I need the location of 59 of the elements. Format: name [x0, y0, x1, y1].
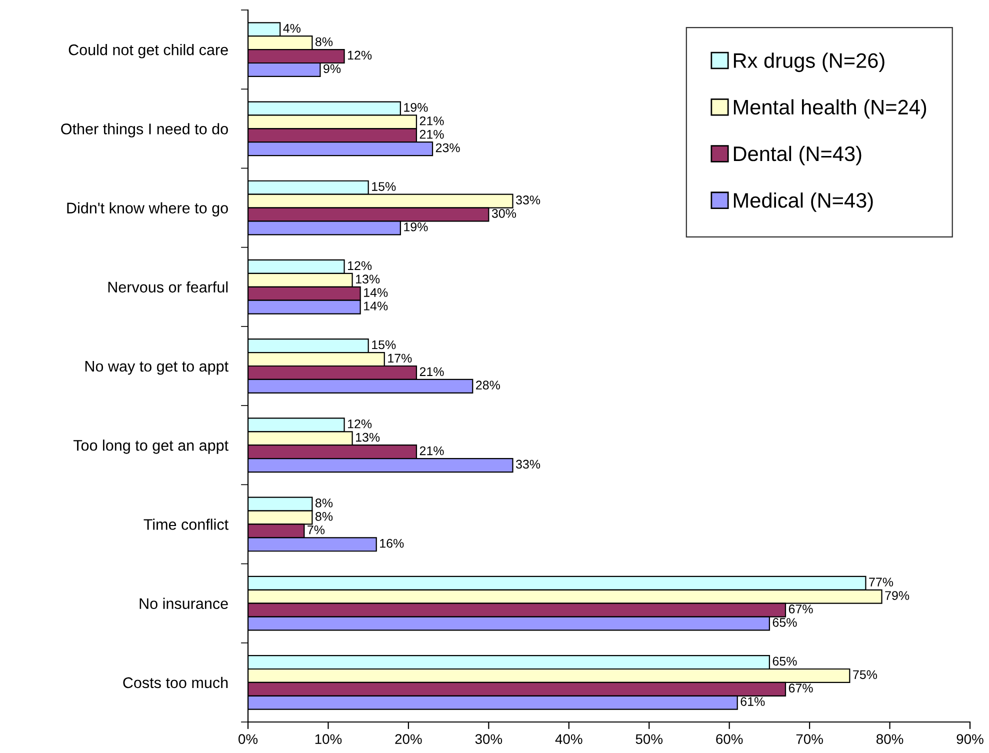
data-label: 75%: [853, 670, 878, 680]
y-tick-label: No insurance: [140, 598, 228, 610]
x-tick-label: 50%: [636, 734, 663, 744]
legend-label: Dental (N=43): [734, 146, 862, 166]
data-label: 61%: [740, 697, 765, 706]
data-label: 21%: [420, 130, 444, 139]
y-tick-label: Other things I need to do: [61, 123, 228, 138]
data-label: 8%: [316, 512, 333, 521]
data-label: 21%: [420, 446, 444, 456]
data-label: 12%: [348, 419, 372, 428]
data-label: 7%: [308, 526, 325, 534]
data-label: 79%: [885, 591, 910, 600]
data-label: 67%: [788, 684, 813, 693]
data-label: 15%: [372, 340, 396, 350]
data-label: 67%: [788, 604, 813, 614]
data-label: 4%: [283, 24, 300, 33]
data-label: 65%: [772, 656, 797, 666]
data-label: 33%: [516, 196, 540, 204]
data-label: 33%: [516, 460, 540, 469]
data-label: 14%: [364, 288, 388, 297]
data-label: 17%: [388, 354, 412, 363]
x-tick-label: 40%: [555, 734, 582, 744]
data-label: 77%: [869, 578, 894, 586]
data-label: 8%: [316, 498, 333, 508]
x-tick-label: 30%: [475, 734, 502, 744]
x-tick-label: 10%: [315, 734, 342, 744]
y-tick-label: Too long to get an appt: [73, 440, 228, 454]
data-label: 8%: [316, 37, 333, 46]
x-tick-label: 0%: [238, 734, 258, 744]
data-label: 14%: [364, 302, 388, 310]
x-tick-label: 90%: [956, 734, 984, 744]
y-tick-label: No way to get to appt: [85, 361, 228, 375]
data-label: 12%: [348, 50, 372, 60]
x-tick-label: 80%: [876, 734, 904, 744]
data-label: 16%: [380, 538, 404, 548]
data-label: 9%: [324, 64, 341, 74]
legend-label: Medical (N=43): [734, 192, 873, 212]
data-label: 13%: [356, 432, 380, 442]
legend-label: Mental health (N=24): [734, 99, 926, 119]
data-label: 23%: [436, 143, 460, 152]
data-label: 30%: [492, 209, 516, 218]
y-tick-label: Nervous or fearful: [108, 281, 228, 293]
x-tick-label: 70%: [796, 734, 823, 744]
data-label: 19%: [404, 102, 428, 112]
data-label: 19%: [404, 222, 428, 232]
data-label: 65%: [772, 618, 797, 627]
x-tick-label: 60%: [716, 734, 743, 744]
y-tick-label: Costs too much: [123, 676, 228, 688]
data-label: 21%: [420, 367, 444, 376]
data-label: 21%: [420, 116, 444, 126]
x-tick-label: 20%: [395, 734, 422, 744]
y-tick-label: Could not get child care: [68, 44, 228, 58]
legend-label: Rx drugs (N=26): [734, 52, 884, 72]
data-label: 28%: [476, 380, 500, 390]
data-label: 12%: [348, 261, 372, 270]
data-label: 15%: [372, 182, 396, 191]
data-label: 13%: [356, 274, 380, 284]
y-tick-label: Time conflict: [144, 518, 228, 530]
y-tick-label: Didn't know where to go: [67, 202, 228, 216]
